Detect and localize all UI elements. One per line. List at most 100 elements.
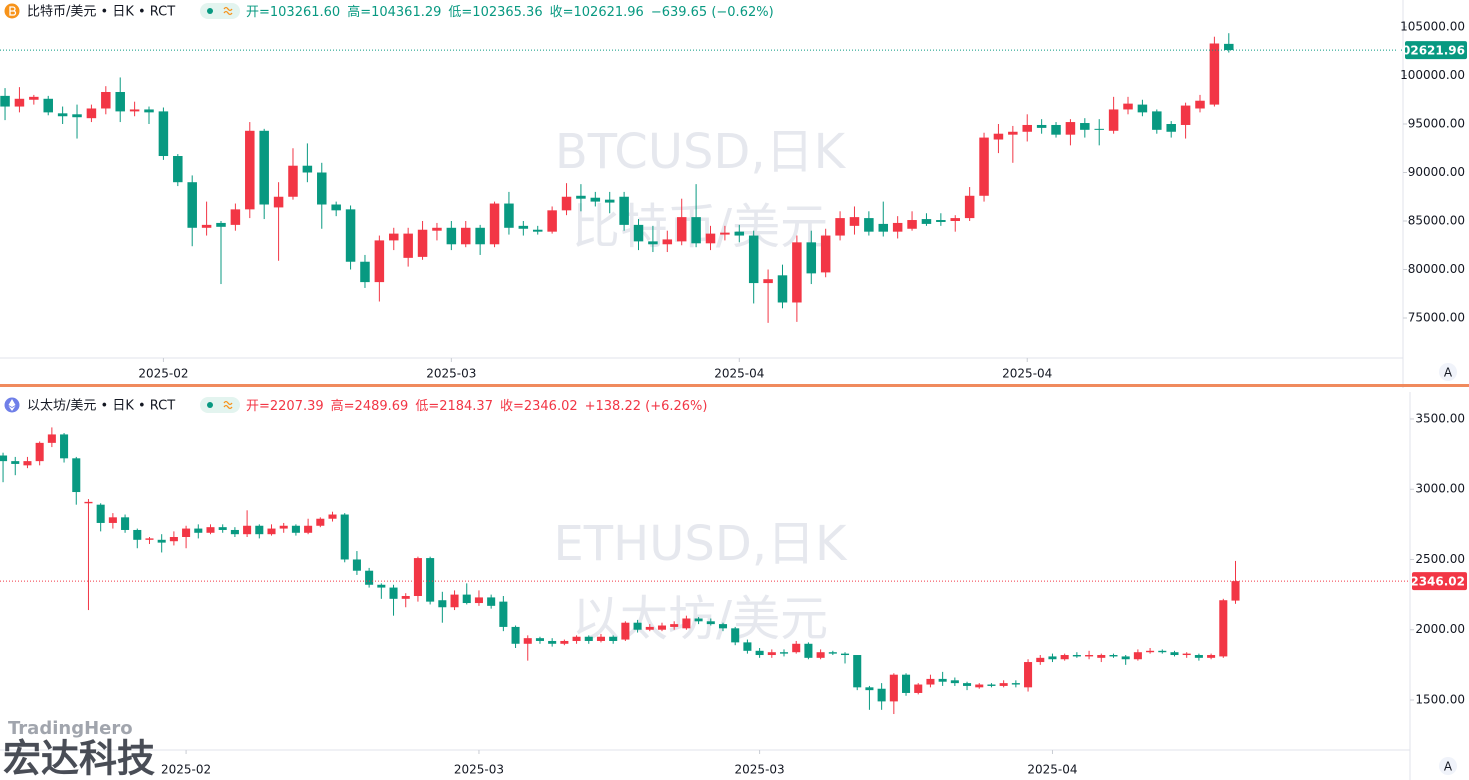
last-price-tag	[1412, 572, 1467, 591]
candle-body	[1094, 128, 1104, 130]
candle-body	[792, 643, 801, 653]
candle-body	[259, 130, 269, 205]
candle-body	[86, 108, 97, 119]
candle-body	[169, 536, 178, 542]
candle-body	[547, 210, 557, 232]
candle-body	[1080, 123, 1090, 130]
candle-body	[11, 461, 20, 464]
candle-body	[767, 652, 776, 656]
candle-body	[662, 239, 673, 245]
candle-body	[572, 636, 581, 641]
pane-separator	[0, 384, 1469, 387]
candle-body	[964, 195, 975, 219]
candle-body	[43, 98, 53, 113]
candle-body	[720, 232, 730, 235]
candle-body	[417, 229, 428, 257]
candle-body	[187, 182, 197, 228]
candle-body	[1209, 43, 1220, 105]
candle-body	[401, 596, 410, 599]
status-wave	[223, 400, 233, 410]
status-dot	[207, 8, 213, 14]
x-tick-label: 2025-04	[1027, 763, 1077, 777]
candle-body	[1072, 655, 1081, 657]
candle-body	[230, 209, 241, 225]
last-price-label: 2346.02	[1410, 575, 1465, 589]
candle-body	[936, 220, 946, 222]
ohlc-item: 开=2207.39	[246, 399, 324, 414]
candle-body	[657, 625, 667, 630]
candle-body	[1051, 124, 1061, 135]
candle-body	[23, 461, 32, 466]
candle-body	[748, 235, 759, 284]
candle-body	[1219, 600, 1228, 657]
candle-body	[1166, 124, 1176, 132]
x-tick-label: 2025-03	[454, 763, 504, 777]
y-tick-label: 105000.00	[1400, 20, 1465, 34]
candle-body	[950, 680, 959, 684]
candle-body	[267, 528, 276, 535]
ohlc-item: 高=104361.29	[347, 4, 441, 20]
candle-body	[145, 538, 154, 540]
watermark: ETHUSD,日K	[553, 516, 848, 572]
candle-body	[532, 229, 543, 232]
candle-body	[828, 652, 837, 654]
candle-body	[1137, 104, 1148, 113]
candle-body	[1180, 105, 1191, 125]
candle-body	[590, 197, 601, 202]
candle-body	[340, 514, 349, 560]
candle-body	[743, 642, 752, 651]
candle-body	[865, 687, 874, 691]
candle-body	[619, 196, 629, 225]
candle-body	[1097, 655, 1106, 658]
candle-body	[907, 220, 917, 229]
candle-body	[438, 600, 447, 608]
candle-body	[35, 442, 44, 462]
y-tick-label: 95000.00	[1408, 117, 1465, 131]
candle-body	[816, 652, 825, 658]
candle-body	[72, 114, 82, 118]
candle-body	[144, 109, 154, 113]
candle-body	[129, 109, 140, 112]
ohlc-item: −639.65 (−0.62%)	[651, 5, 774, 20]
y-tick-label: 2000.00	[1415, 622, 1465, 636]
candle-body	[979, 137, 989, 196]
candle-body	[755, 650, 764, 656]
header-bg	[22, 1, 197, 21]
candle-body	[993, 133, 1004, 140]
candle-body	[216, 222, 226, 227]
last-price-label: 102621.96	[1394, 44, 1465, 58]
candle-body	[57, 113, 68, 117]
candle-body	[535, 638, 544, 641]
candle-body	[1022, 124, 1032, 132]
candle-body	[432, 227, 442, 231]
candle-body	[403, 233, 413, 258]
candle-body	[389, 233, 399, 241]
candle-body	[633, 622, 642, 630]
candle-body	[47, 434, 56, 443]
candle-body	[1065, 122, 1076, 135]
status-pill	[200, 397, 240, 413]
candle-body	[194, 528, 203, 533]
candle-body	[561, 196, 572, 211]
auto-scale-button[interactable]	[1439, 363, 1457, 381]
auto-scale-label[interactable]: A	[1444, 760, 1453, 774]
candle-body	[1194, 655, 1203, 658]
candle-body	[1170, 652, 1179, 656]
candle-body	[560, 640, 569, 644]
candle-body	[230, 529, 239, 535]
auto-scale-label[interactable]: A	[1444, 366, 1453, 380]
y-tick-label: 3500.00	[1415, 411, 1465, 425]
candle-body	[1158, 650, 1167, 653]
candle-body	[243, 525, 252, 535]
auto-scale-button[interactable]	[1439, 757, 1457, 775]
candle-body	[304, 525, 313, 533]
candle-body	[182, 528, 191, 537]
candle-body	[133, 529, 142, 540]
ohlc-item: 收=2346.02	[500, 399, 578, 414]
symbol-title: 以太坊/美元 • 日K • RCT	[27, 399, 175, 414]
last-price-tag	[1405, 41, 1467, 60]
candle-body	[115, 91, 125, 112]
candle-body	[648, 241, 658, 245]
y-tick-label: 2500.00	[1415, 552, 1465, 566]
